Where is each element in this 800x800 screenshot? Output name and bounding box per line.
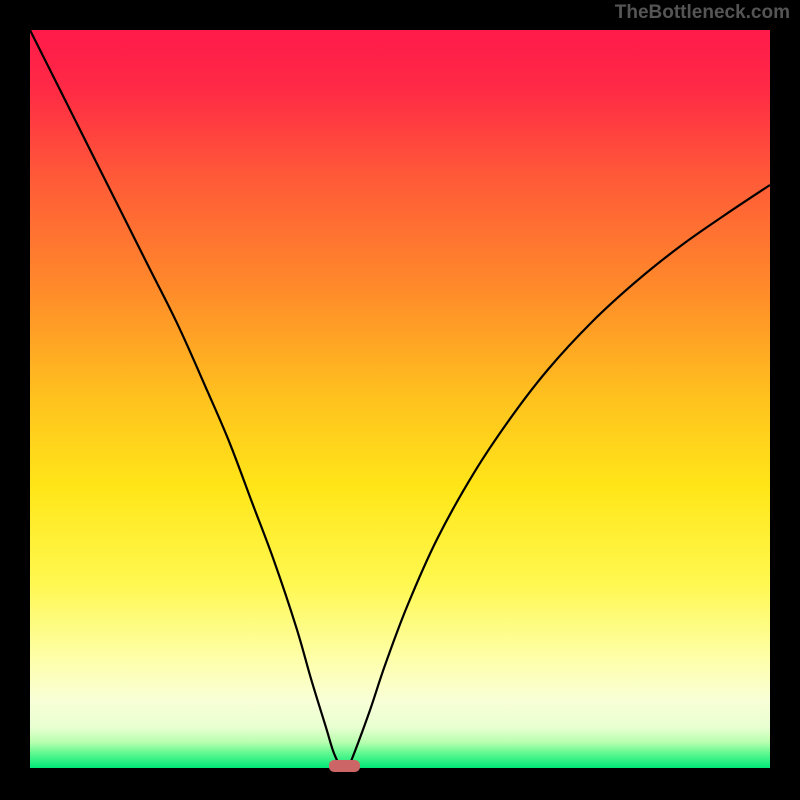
bottleneck-curve bbox=[30, 30, 770, 768]
plot-area bbox=[30, 30, 770, 768]
attribution-text: TheBottleneck.com bbox=[615, 2, 790, 23]
curve-left-branch bbox=[30, 30, 341, 768]
chart-container: TheBottleneck.com bbox=[0, 0, 800, 800]
curve-right-branch bbox=[348, 185, 770, 768]
attribution-label: TheBottleneck.com bbox=[615, 2, 790, 24]
optimal-marker bbox=[329, 760, 360, 772]
